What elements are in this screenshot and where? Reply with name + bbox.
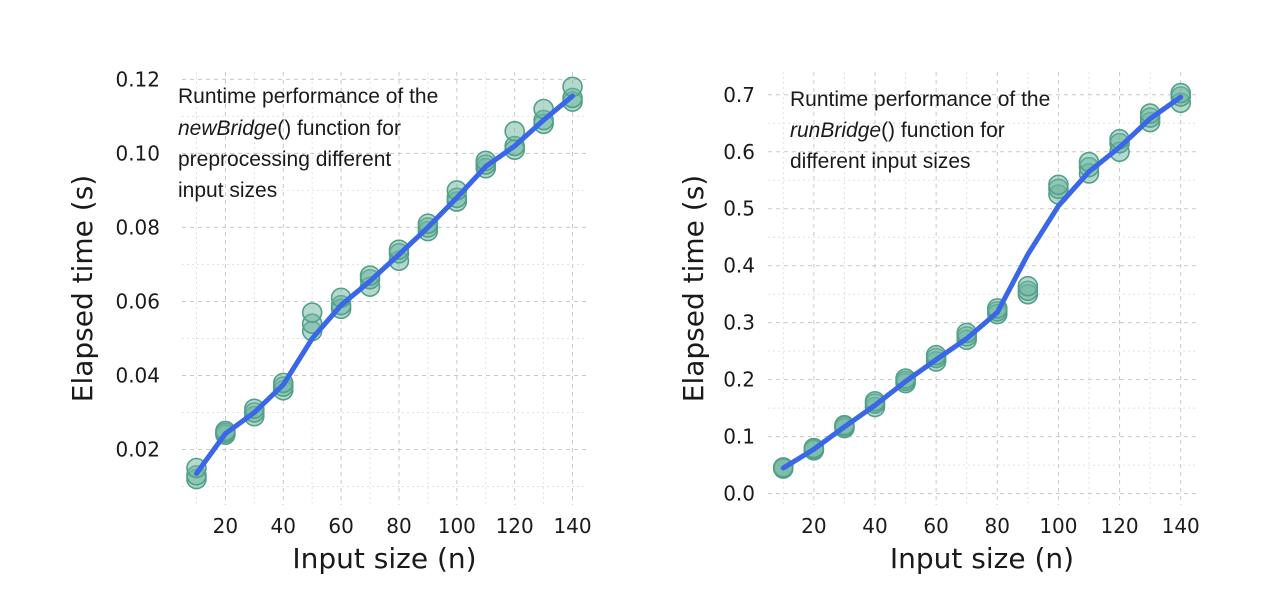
left-x-tick-label: 60 xyxy=(328,514,353,538)
right-y-tick-label: 0.2 xyxy=(723,368,755,392)
right-x-axis-label: Input size (n) xyxy=(890,542,1074,575)
left-data-point xyxy=(562,76,583,98)
left-y-tick-label: 0.06 xyxy=(115,289,160,313)
right-gridlines xyxy=(768,72,1196,505)
left-x-ticks: 20 40 60 80 100 120 140 xyxy=(213,514,592,538)
left-annotation-line1: Runtime performance of the xyxy=(178,85,438,108)
right-data-point xyxy=(1017,275,1039,297)
right-trend-line xyxy=(780,94,1184,471)
right-x-tick-label: 140 xyxy=(1162,514,1200,538)
left-annotation-line4: input sizes xyxy=(178,179,277,202)
right-x-tick-label: 80 xyxy=(985,514,1010,538)
left-data-point xyxy=(504,120,525,142)
right-x-tick-label: 120 xyxy=(1100,514,1138,538)
right-y-tick-label: 0.5 xyxy=(723,197,755,221)
left-y-tick-label: 0.08 xyxy=(115,215,160,239)
right-y-tick-label: 0.1 xyxy=(723,425,755,449)
left-annotation-line3: preprocessing different xyxy=(178,148,391,171)
right-annotation-line2: runBridge() function for xyxy=(790,119,1005,142)
right-annotation-func-name: runBridge xyxy=(790,119,881,142)
right-annotation-line1: Runtime performance of the xyxy=(790,88,1050,111)
right-y-tick-label: 0.0 xyxy=(723,482,755,506)
right-annotation-func-suffix: () function for xyxy=(881,119,1005,142)
left-y-tick-label: 0.04 xyxy=(115,363,160,387)
left-annotation-func-suffix: () function for xyxy=(277,117,401,140)
chart-left: 20 40 60 80 100 120 140 0.020.040.060.080.100.… xyxy=(66,67,592,575)
left-data-point xyxy=(388,239,410,260)
right-y-tick-label: 0.4 xyxy=(723,254,755,278)
left-x-tick-label: 20 xyxy=(213,514,238,538)
right-y-tick-label: 0.7 xyxy=(723,83,755,107)
left-x-tick-label: 140 xyxy=(553,514,591,538)
right-x-tick-label: 40 xyxy=(862,514,887,538)
left-x-tick-label: 100 xyxy=(438,514,476,538)
right-y-tick-label: 0.6 xyxy=(723,140,755,164)
right-x-ticks: 20 40 60 80 100 120 140 xyxy=(801,514,1200,538)
left-data-point xyxy=(301,302,323,323)
right-x-tick-label: 60 xyxy=(923,514,948,538)
left-y-tick-label: 0.12 xyxy=(115,67,160,91)
right-y-tick-label: 0.3 xyxy=(723,311,755,335)
chart-right: 20 40 60 80 100 120 140 0.00.10.20.30.40.50.60… xyxy=(677,72,1200,575)
left-x-tick-label: 40 xyxy=(271,514,296,538)
left-y-tick-label: 0.02 xyxy=(115,437,160,461)
right-x-tick-label: 100 xyxy=(1039,514,1077,538)
left-annotation-func-name: newBridge xyxy=(178,117,277,140)
left-trend-line xyxy=(194,93,575,476)
left-x-axis-label: Input size (n) xyxy=(292,542,476,575)
left-x-tick-label: 120 xyxy=(496,514,534,538)
left-annotation-line2: newBridge() function for xyxy=(178,117,401,140)
right-annotation-line3: different input sizes xyxy=(790,150,971,173)
left-y-ticks: 0.02 0.04 0.06 0.08 0.10 0.12 xyxy=(115,67,160,461)
left-annotation: Runtime performance of the newBridge() f… xyxy=(178,85,438,202)
right-annotation: Runtime performance of the runBridge() f… xyxy=(790,88,1050,173)
left-x-tick-label: 80 xyxy=(386,514,411,538)
left-y-axis-label: Elapsed time (s) xyxy=(66,175,99,403)
right-data-point xyxy=(1048,174,1069,196)
right-x-tick-label: 20 xyxy=(801,514,826,538)
right-y-ticks: 0.0 0.1 0.2 0.3 0.4 0.5 0.6 0.7 xyxy=(723,83,755,506)
right-y-axis-label: Elapsed time (s) xyxy=(677,175,710,403)
left-y-tick-label: 0.10 xyxy=(115,141,160,165)
